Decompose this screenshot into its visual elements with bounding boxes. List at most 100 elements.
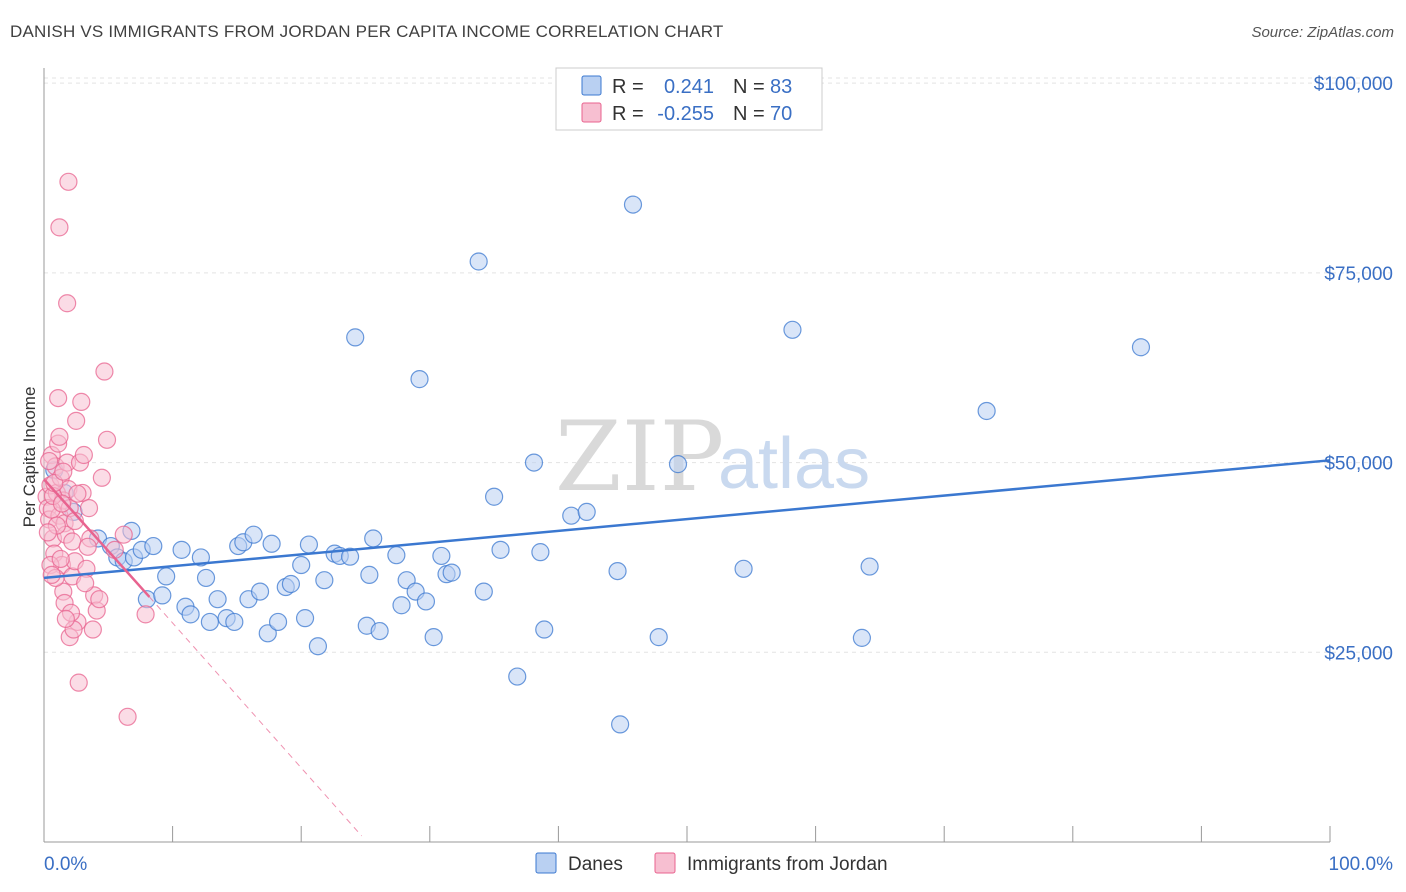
point-danes-55 bbox=[442, 563, 461, 582]
point-danes-52 bbox=[424, 628, 443, 647]
point-jordan-45 bbox=[69, 673, 88, 692]
point-danes-12 bbox=[144, 536, 163, 556]
point-danes-34 bbox=[295, 609, 315, 628]
point-danes-43 bbox=[360, 565, 379, 584]
series-jordan bbox=[37, 172, 155, 726]
legend-r-value-1: 0.241 bbox=[664, 76, 714, 98]
point-danes-68 bbox=[623, 195, 643, 214]
point-danes-65 bbox=[577, 502, 596, 522]
legend-n-label-1: N = bbox=[733, 76, 765, 98]
point-danes-40 bbox=[340, 547, 360, 566]
point-danes-61 bbox=[524, 453, 544, 472]
y-tick-label-1: $50,000 bbox=[1324, 454, 1393, 475]
point-danes-67 bbox=[611, 715, 630, 734]
y-tick-label-0: $25,000 bbox=[1324, 643, 1393, 664]
point-jordan-56 bbox=[52, 494, 72, 513]
legend-label-jordan: Immigrants from Jordan bbox=[687, 854, 888, 875]
legend-swatch-danes-bottom bbox=[535, 852, 557, 874]
point-danes-63 bbox=[535, 620, 554, 639]
point-jordan-22 bbox=[58, 294, 77, 313]
legend-swatch-jordan bbox=[581, 102, 602, 123]
point-jordan-58 bbox=[63, 532, 82, 551]
legend-swatch-jordan-bottom bbox=[654, 852, 676, 874]
point-jordan-69 bbox=[50, 427, 69, 446]
point-danes-74 bbox=[860, 557, 879, 576]
point-danes-22 bbox=[225, 612, 244, 632]
x-tick-label-0: 0.0% bbox=[44, 854, 87, 875]
point-danes-73 bbox=[852, 628, 871, 647]
point-jordan-48 bbox=[114, 525, 133, 544]
point-danes-57 bbox=[474, 582, 493, 601]
point-jordan-42 bbox=[95, 362, 114, 381]
point-danes-27 bbox=[250, 582, 270, 601]
point-danes-16 bbox=[181, 605, 200, 624]
point-danes-28 bbox=[258, 624, 277, 643]
point-jordan-62 bbox=[54, 462, 73, 481]
point-danes-70 bbox=[668, 455, 688, 474]
trend-lines bbox=[43, 459, 1331, 837]
legend-n-label-2: N = bbox=[733, 103, 765, 125]
point-jordan-35 bbox=[79, 499, 99, 518]
point-jordan-64 bbox=[68, 484, 87, 503]
point-jordan-47 bbox=[136, 605, 155, 624]
point-jordan-67 bbox=[38, 523, 57, 542]
point-danes-32 bbox=[281, 574, 301, 594]
legend-label-danes: Danes bbox=[568, 854, 623, 875]
point-jordan-20 bbox=[50, 218, 69, 237]
watermark-zip: ZIP bbox=[555, 401, 724, 513]
point-danes-33 bbox=[292, 555, 311, 575]
legend-r-label-2: R = bbox=[612, 103, 644, 125]
point-jordan-65 bbox=[76, 574, 95, 593]
point-danes-62 bbox=[531, 543, 550, 562]
watermark-atlas: atlas bbox=[718, 424, 870, 504]
point-jordan-68 bbox=[42, 565, 61, 584]
point-danes-11 bbox=[153, 586, 172, 605]
point-jordan-40 bbox=[90, 590, 109, 609]
legend-n-value-2: 70 bbox=[770, 103, 792, 125]
point-jordan-44 bbox=[74, 445, 93, 465]
point-danes-36 bbox=[308, 637, 328, 656]
chart-title: DANISH VS IMMIGRANTS FROM JORDAN PER CAP… bbox=[10, 22, 724, 41]
point-jordan-32 bbox=[72, 392, 91, 411]
point-jordan-66 bbox=[78, 537, 97, 556]
point-jordan-46 bbox=[118, 707, 137, 726]
y-tick-labels: $25,000 $50,000 $75,000 $100,000 bbox=[1314, 74, 1393, 664]
point-danes-71 bbox=[734, 559, 753, 578]
trend-line-jordan bbox=[43, 478, 151, 598]
point-danes-18 bbox=[196, 568, 216, 588]
point-danes-59 bbox=[491, 540, 510, 559]
point-danes-17 bbox=[191, 548, 210, 567]
point-danes-53 bbox=[432, 546, 451, 566]
data-points bbox=[37, 172, 1151, 734]
chart-source: Source: ZipAtlas.com bbox=[1251, 24, 1394, 41]
point-jordan-21 bbox=[59, 172, 78, 191]
point-jordan-55 bbox=[51, 549, 70, 569]
point-danes-44 bbox=[364, 529, 383, 548]
legend-r-value-2: -0.255 bbox=[657, 103, 714, 125]
point-danes-50 bbox=[410, 370, 429, 389]
point-danes-14 bbox=[157, 567, 176, 586]
point-danes-75 bbox=[977, 401, 996, 421]
point-danes-64 bbox=[562, 506, 581, 525]
point-danes-26 bbox=[244, 525, 263, 544]
watermark: ZIP atlas bbox=[555, 401, 870, 513]
point-danes-66 bbox=[608, 561, 627, 581]
grid-lines bbox=[44, 77, 1390, 653]
point-danes-60 bbox=[508, 667, 527, 686]
y-axis-label: Per Capita Income bbox=[20, 387, 39, 528]
x-tick-label-1: 100.0% bbox=[1329, 854, 1394, 875]
point-danes-13 bbox=[172, 540, 191, 559]
point-danes-76 bbox=[1131, 338, 1151, 357]
point-danes-72 bbox=[783, 320, 802, 339]
point-jordan-63 bbox=[56, 609, 75, 629]
point-danes-58 bbox=[485, 487, 504, 506]
point-danes-19 bbox=[200, 612, 219, 632]
x-tick-labels: 0.0% 100.0% bbox=[44, 854, 1393, 875]
point-jordan-30 bbox=[67, 411, 86, 430]
point-danes-45 bbox=[370, 621, 389, 641]
series-legend: Danes Immigrants from Jordan bbox=[535, 852, 888, 875]
point-danes-46 bbox=[387, 546, 406, 565]
y-tick-label-2: $75,000 bbox=[1324, 264, 1393, 285]
point-danes-20 bbox=[208, 590, 227, 609]
